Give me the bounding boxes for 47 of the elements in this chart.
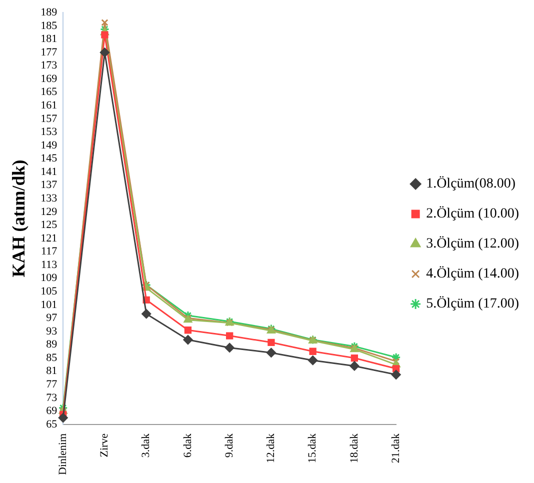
y-tick-label: 133 <box>40 192 58 204</box>
y-tick-label: 173 <box>40 60 58 72</box>
y-tick-label: 89 <box>46 338 58 351</box>
x-tick-label: Zirve <box>98 433 111 458</box>
y-tick-label: 77 <box>46 378 58 390</box>
x-tick-label: 6.dak <box>182 432 194 458</box>
x-tick-label: 21.dak <box>390 432 402 464</box>
y-tick-label: 129 <box>40 206 58 218</box>
y-tick-label: 105 <box>40 285 58 298</box>
x-tick-label: 15.dak <box>306 432 319 464</box>
y-tick-label: 141 <box>40 166 58 178</box>
y-tick-label: 185 <box>40 20 58 32</box>
legend-label: 3.Ölçüm (12.00) <box>426 236 520 252</box>
y-tick-label: 69 <box>46 405 58 418</box>
y-tick-label: 81 <box>46 365 58 378</box>
legend-label: 4.Ölçüm (14.00) <box>426 266 520 282</box>
y-tick-label: 181 <box>40 33 58 46</box>
x-tick-label: 3.dak <box>140 432 152 458</box>
y-tick-label: 109 <box>40 272 58 284</box>
x-tick-label: Dinlenim <box>56 433 69 476</box>
x-tick-label: 12.dak <box>265 432 278 464</box>
y-tick-label: 113 <box>41 258 58 271</box>
y-tick-label: 97 <box>46 312 58 324</box>
y-tick-label: 189 <box>40 6 58 18</box>
y-tick-label: 149 <box>40 139 58 152</box>
y-tick-label: 125 <box>40 219 58 232</box>
legend-label: 5.Ölçüm (17.00) <box>426 296 520 312</box>
y-tick-label: 73 <box>46 392 58 404</box>
y-tick-label: 145 <box>40 152 58 165</box>
y-tick-label: 117 <box>41 246 58 258</box>
y-tick-label: 121 <box>40 232 58 244</box>
y-tick-label: 161 <box>40 99 58 112</box>
y-tick-label: 137 <box>40 179 58 192</box>
y-tick-label: 85 <box>46 352 58 364</box>
y-tick-label: 65 <box>46 418 58 430</box>
y-axis-title: KAH (atım/dk) <box>8 160 28 278</box>
y-tick-label: 177 <box>40 46 58 58</box>
y-tick-label: 101 <box>40 298 58 311</box>
y-tick-label: 93 <box>46 325 58 338</box>
y-tick-label: 165 <box>40 86 58 98</box>
x-tick-label: 9.dak <box>223 432 236 458</box>
x-tick-label: 18.dak <box>348 432 360 464</box>
y-tick-label: 169 <box>40 72 58 85</box>
y-tick-label: 157 <box>40 112 58 125</box>
y-tick-label: 153 <box>40 126 58 138</box>
legend-label: 2.Ölçüm (10.00) <box>426 206 520 222</box>
legend-label: 1.Ölçüm(08.00) <box>426 176 516 192</box>
